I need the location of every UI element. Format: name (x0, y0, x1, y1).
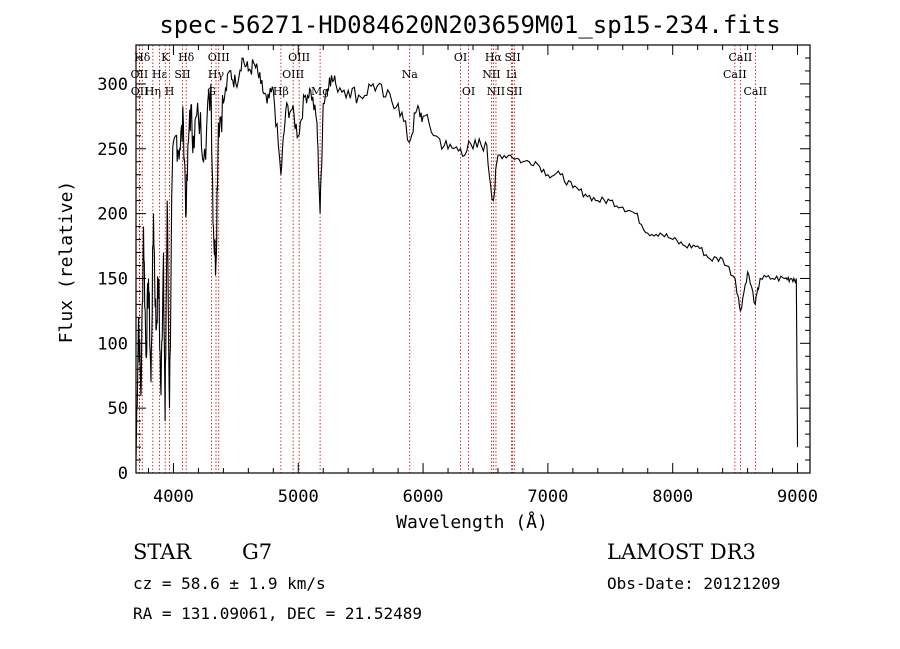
observation-date: Obs-Date: 20121209 (607, 574, 780, 593)
line-label-8: Hδ (178, 51, 195, 64)
x-tick-label: 5000 (278, 487, 319, 507)
y-tick-label: 300 (97, 75, 128, 95)
line-label-27: CaII (743, 85, 767, 98)
object-class: STAR (133, 540, 192, 564)
line-label-4: K (161, 51, 170, 64)
line-label-0: Hδ (134, 51, 151, 64)
x-axis: 4000 5000 6000 7000 8000 9000 (147, 45, 818, 507)
x-tick-label: 7000 (527, 487, 568, 507)
line-label-2: OII (131, 85, 149, 98)
line-label-14: OIII (282, 68, 304, 81)
line-label-13: OIII (288, 51, 310, 64)
line-label-12: Hβ (273, 85, 289, 98)
y-axis-title: Flux (relative) (56, 181, 77, 344)
line-label-26: CaII (723, 68, 747, 81)
coordinates: RA = 131.09061, DEC = 21.52489 (133, 604, 422, 623)
x-tick-label: 4000 (153, 487, 194, 507)
line-label-25: CaII (729, 51, 753, 64)
x-tick-label: 8000 (652, 487, 693, 507)
line-label-3: Hε (152, 68, 168, 81)
x-tick-label: 6000 (403, 487, 444, 507)
y-tick-label: 250 (97, 140, 128, 160)
line-label-7: H (165, 85, 175, 98)
y-tick-label: 0 (118, 464, 128, 484)
line-label-9: OIII (208, 51, 230, 64)
line-label-24: SII (506, 85, 522, 98)
line-label-10: Hγ (208, 68, 225, 81)
x-tick-label: 9000 (777, 487, 818, 507)
line-label-15: Mg (311, 85, 329, 98)
y-tick-label: 50 (108, 399, 128, 419)
y-tick-label: 200 (97, 205, 128, 225)
line-label-18: OI (462, 85, 475, 98)
y-axis: 0 50 100 150 200 250 300 (97, 44, 810, 484)
line-label-22: SII (504, 51, 520, 64)
line-label-19: Hα (485, 51, 503, 64)
y-tick-label: 100 (97, 334, 128, 354)
plot-frame (135, 44, 811, 474)
chart-title: spec-56271-HD084620N203659M01_sp15-234.f… (159, 11, 780, 39)
y-tick-label: 150 (97, 269, 128, 289)
spectrum-series-line (135, 57, 799, 461)
line-label-6: SII (174, 68, 190, 81)
survey-name: LAMOST DR3 (607, 540, 756, 564)
line-label-21: NII (487, 85, 505, 98)
line-label-17: OI (454, 51, 467, 64)
line-label-23: Li (506, 68, 517, 81)
line-label-5: Hη (145, 85, 161, 98)
object-subclass: G7 (242, 540, 272, 564)
line-label-16: Na (402, 68, 419, 81)
spectral-line-markers (138, 45, 756, 473)
line-label-1: OII (131, 68, 149, 81)
redshift-cz: cz = 58.6 ± 1.9 km/s (133, 574, 326, 593)
line-label-20: NII (482, 68, 500, 81)
x-axis-title: Wavelength (Å) (396, 511, 548, 533)
